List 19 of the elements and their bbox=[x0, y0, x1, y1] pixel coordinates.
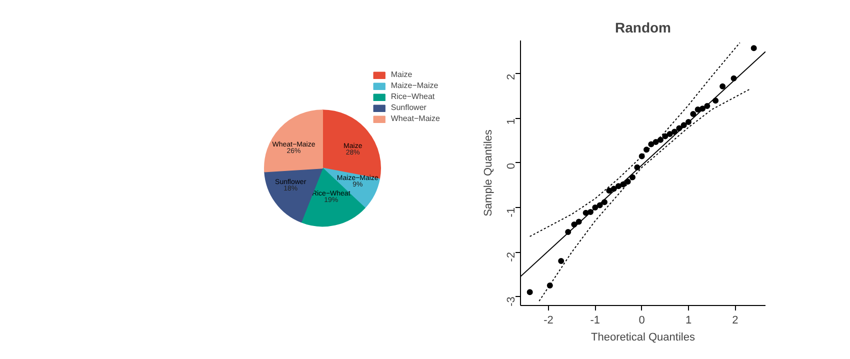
legend-label: Wheat−Maize bbox=[390, 114, 440, 123]
legend-label: Sunflower bbox=[390, 103, 426, 112]
y-tick-label: 0 bbox=[506, 162, 518, 170]
chart-title: Random bbox=[615, 20, 671, 36]
y-tick-label: -3 bbox=[506, 296, 518, 306]
legend-label: Maize−Maize bbox=[390, 81, 438, 90]
y-tick-label: -2 bbox=[506, 252, 518, 262]
legend-label: Rice−Wheat bbox=[390, 92, 435, 101]
x-tick-label: 0 bbox=[638, 314, 645, 326]
y-tick-label: 2 bbox=[506, 74, 518, 80]
x-tick-label: -2 bbox=[544, 314, 554, 326]
y-tick-label: -1 bbox=[506, 208, 518, 218]
x-tick-label: 2 bbox=[732, 314, 738, 326]
legend-label: Maize bbox=[390, 70, 412, 79]
y-axis-title: Sample Quantiles bbox=[482, 129, 494, 216]
y-tick-label: 1 bbox=[506, 118, 518, 125]
x-tick-label: -1 bbox=[590, 314, 600, 326]
x-tick-label: 1 bbox=[685, 314, 692, 326]
x-axis-title: Theoretical Quantiles bbox=[591, 332, 696, 344]
